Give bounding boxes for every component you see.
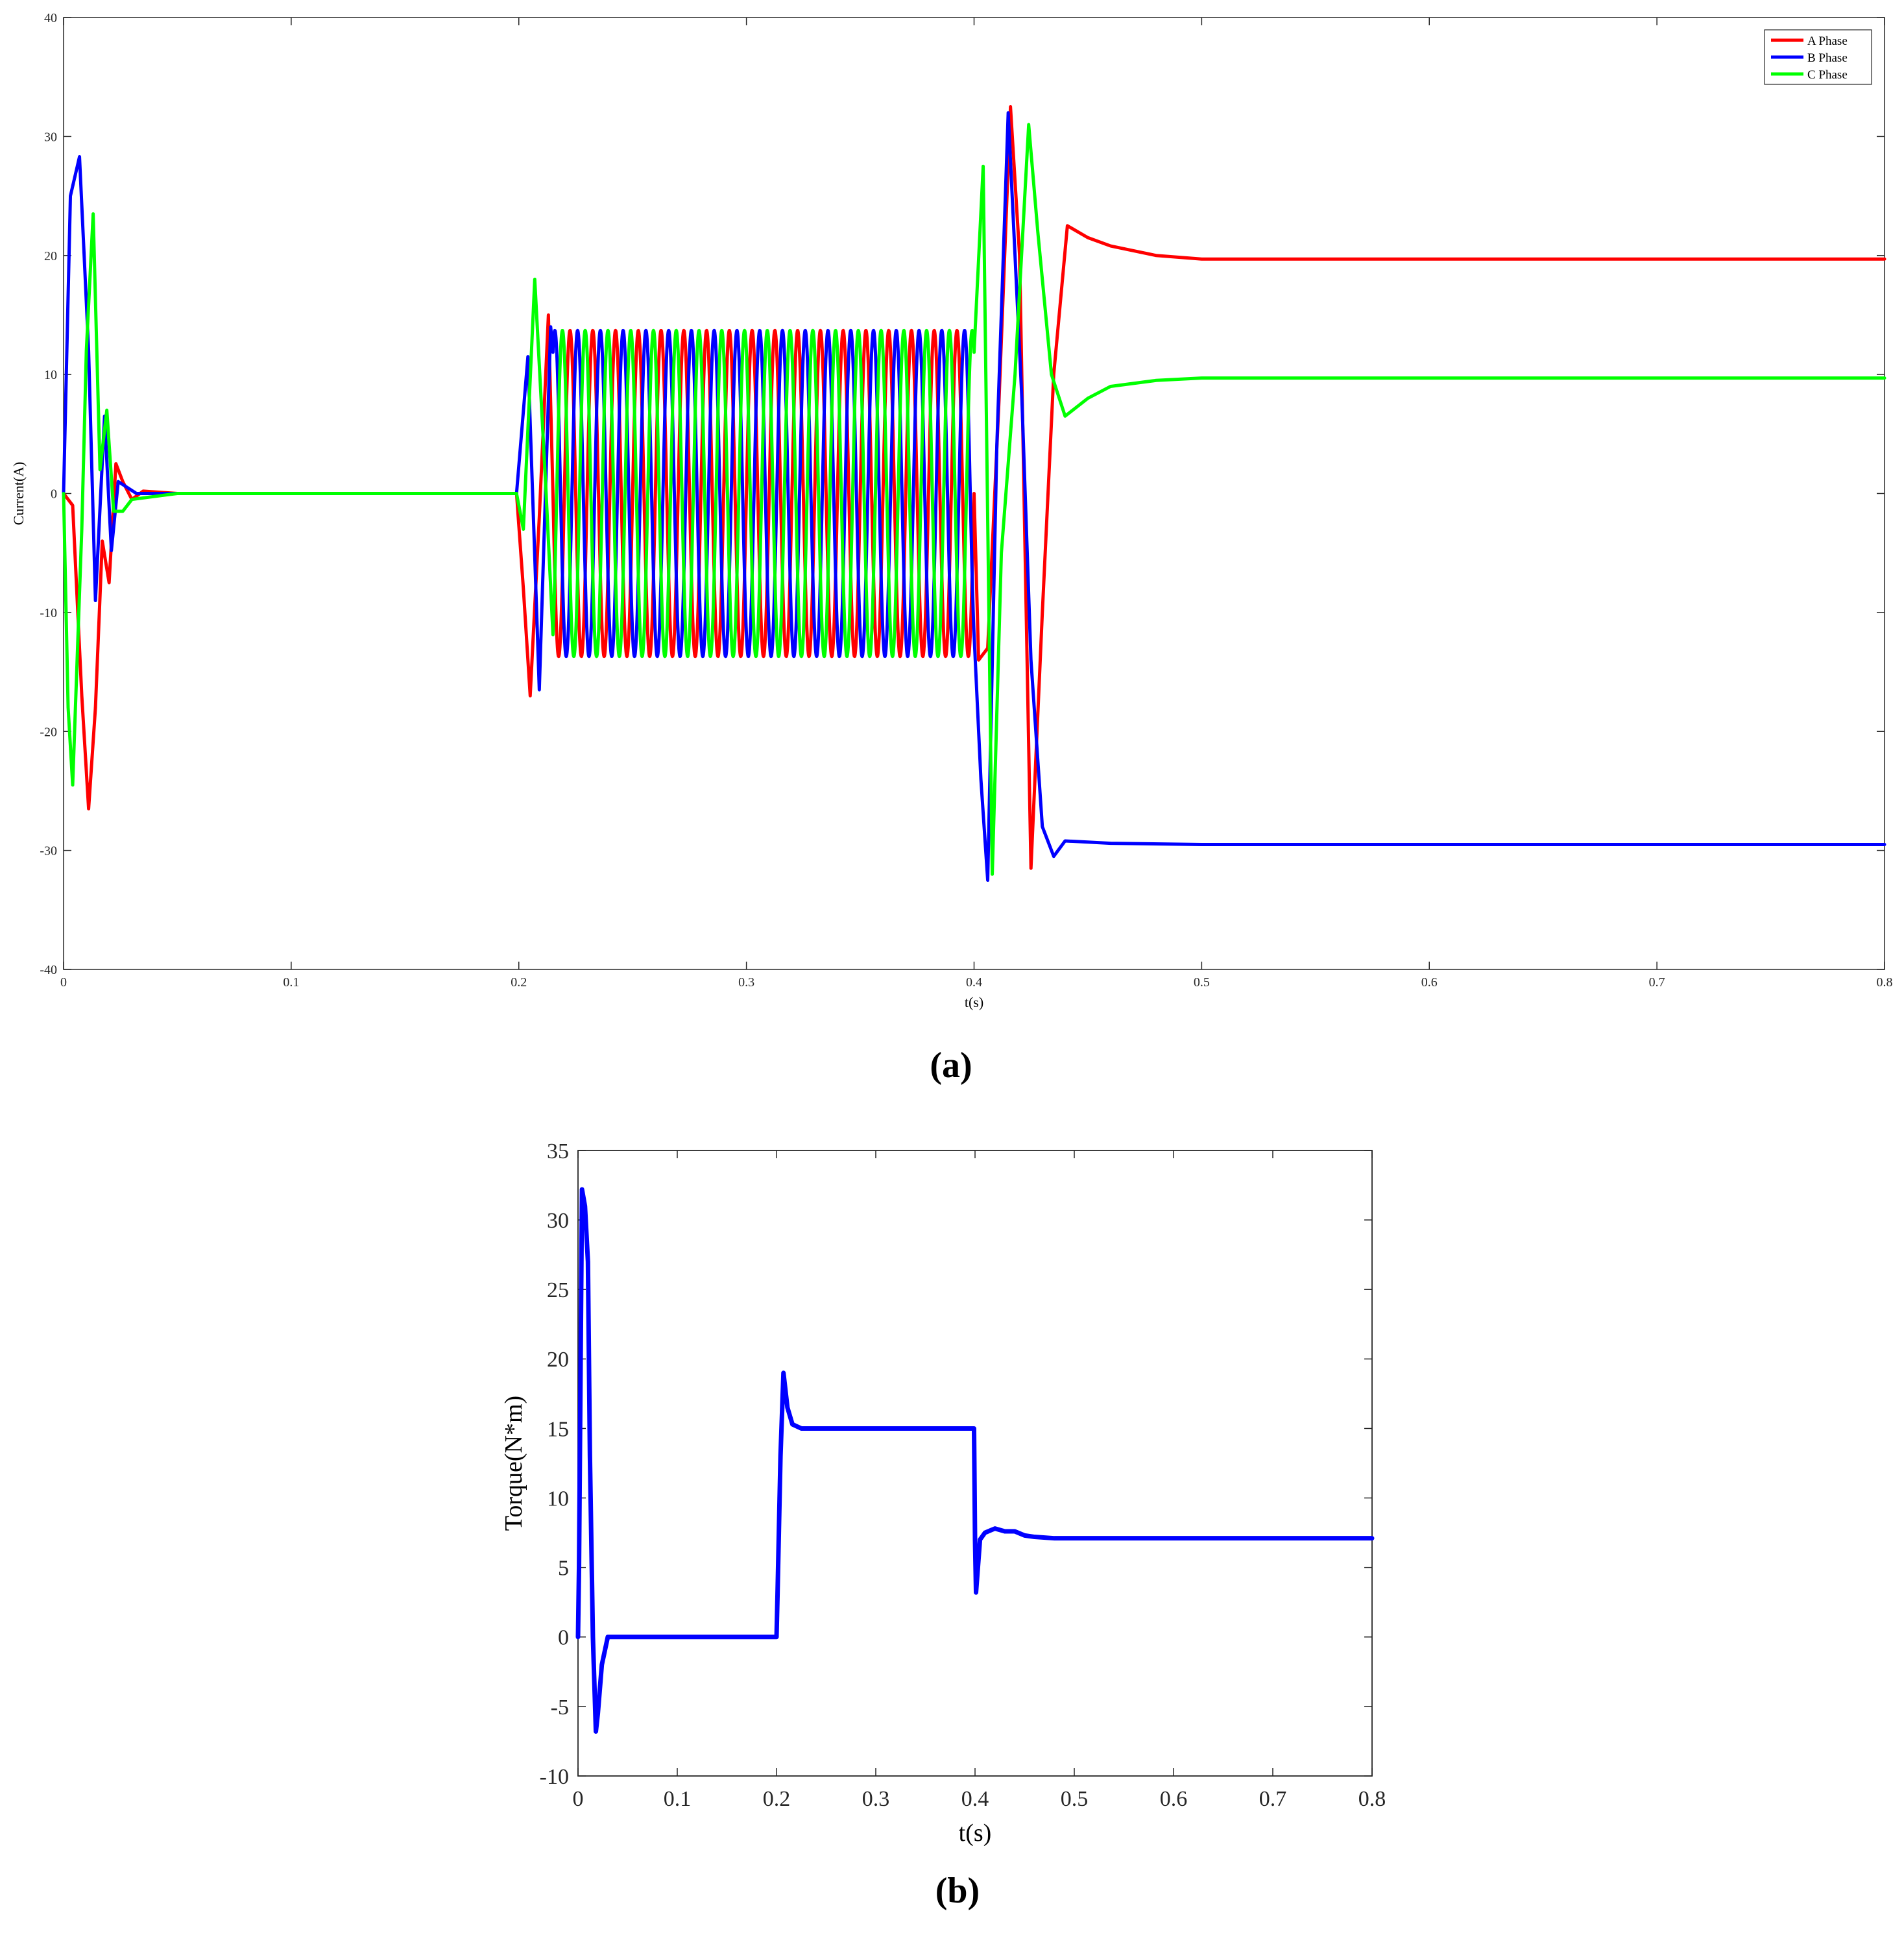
panel-a-y-tick-label: 0 xyxy=(51,487,57,502)
panel-b-x-tick-label: 0 xyxy=(573,1787,584,1811)
panel-a-y-tick-label: -10 xyxy=(40,606,57,620)
panel-b-x-tick-label: 0.8 xyxy=(1358,1787,1386,1811)
panel-b-caption: (b) xyxy=(935,1871,980,1911)
panel-b-x-tick-label: 0.5 xyxy=(1061,1787,1089,1811)
panel-b-y-tick-label: 10 xyxy=(547,1487,569,1511)
panel-b-x-axis-label: t(s) xyxy=(959,1819,992,1847)
panel-a-x-tick-label: 0.2 xyxy=(511,975,527,990)
panel-b-x-tick-label: 0.7 xyxy=(1259,1787,1287,1811)
panel-b-y-tick-label: -5 xyxy=(551,1696,569,1720)
panel-a-current-chart: 0 0.1 0.2 0.3 0.4 0.5 0.6 0.7 0.8 -40 -30 -20 -10 0 10… xyxy=(10,11,1893,1010)
panel-a-y-tick-label: -20 xyxy=(40,725,57,739)
panel-a-caption: (a) xyxy=(930,1045,972,1086)
panel-a-legend-label: C Phase xyxy=(1807,68,1848,82)
panel-b-y-tick-label: 20 xyxy=(547,1348,569,1372)
panel-a-plot-area: 0 0.1 0.2 0.3 0.4 0.5 0.6 0.7 0.8 -40 -30 -20 -10 0 10… xyxy=(40,11,1892,990)
panel-a-y-tick-label: 20 xyxy=(44,249,57,263)
panel-a-y-tick-label: -40 xyxy=(40,963,57,977)
panel-b-y-tick-label: 30 xyxy=(547,1209,569,1233)
panel-b-y-tick-label: 0 xyxy=(558,1626,569,1650)
panel-a-x-tick-label: 0.8 xyxy=(1877,975,1893,990)
panel-a-y-axis-label: Current(A) xyxy=(10,462,27,526)
panel-b-y-tick-label: 15 xyxy=(547,1417,569,1441)
panel-a-x-tick-label: 0.1 xyxy=(283,975,299,990)
panel-b-plot-area: 0 0.1 0.2 0.3 0.4 0.5 0.6 0.7 0.8 -10 -5 0 5 10 15 20 25… xyxy=(540,1139,1386,1811)
panel-b-y-tick-label: -10 xyxy=(540,1765,569,1789)
panel-b-x-tick-label: 0.4 xyxy=(961,1787,989,1811)
panel-b-y-tick-label: 5 xyxy=(558,1557,569,1581)
panel-b-x-tick-label: 0.6 xyxy=(1160,1787,1188,1811)
panel-a-series-line-a-phase xyxy=(62,105,1886,870)
panel-b-y-tick-label: 25 xyxy=(547,1278,569,1302)
panel-a-legend: A Phase B Phase C Phase xyxy=(1764,29,1872,85)
panel-b-torque-chart: 0 0.1 0.2 0.3 0.4 0.5 0.6 0.7 0.8 -10 -5 0 5 10 15 20 25… xyxy=(500,1139,1386,1847)
panel-a-x-tick-label: 0.7 xyxy=(1649,975,1665,990)
panel-b-y-axis-label: Torque(N*m) xyxy=(500,1396,527,1531)
panel-b-x-tick-label: 0.2 xyxy=(763,1787,791,1811)
panel-b-x-tick-label: 0.1 xyxy=(664,1787,692,1811)
panel-a-x-tick-label: 0 xyxy=(60,975,67,990)
panel-a-series-line-c-phase xyxy=(62,123,1886,876)
panel-a-x-tick-label: 0.5 xyxy=(1194,975,1210,990)
panel-a-legend-label: A Phase xyxy=(1807,34,1848,48)
panel-a-x-tick-label: 0.4 xyxy=(966,975,982,990)
panel-a-y-tick-label: 40 xyxy=(44,11,57,25)
panel-a-x-tick-label: 0.3 xyxy=(738,975,754,990)
panel-a-legend-label: B Phase xyxy=(1807,51,1848,65)
panel-b-x-tick-label: 0.3 xyxy=(862,1787,890,1811)
panel-a-y-tick-label: 10 xyxy=(44,368,57,382)
panel-a-x-tick-label: 0.6 xyxy=(1421,975,1438,990)
panel-a-y-tick-label: -30 xyxy=(40,844,57,858)
panel-b-series-line-torque xyxy=(575,1187,1375,1734)
panel-b-y-tick-label: 35 xyxy=(547,1139,569,1163)
panel-a-x-axis-label: t(s) xyxy=(965,994,983,1010)
panel-a-y-tick-label: 30 xyxy=(44,130,57,144)
